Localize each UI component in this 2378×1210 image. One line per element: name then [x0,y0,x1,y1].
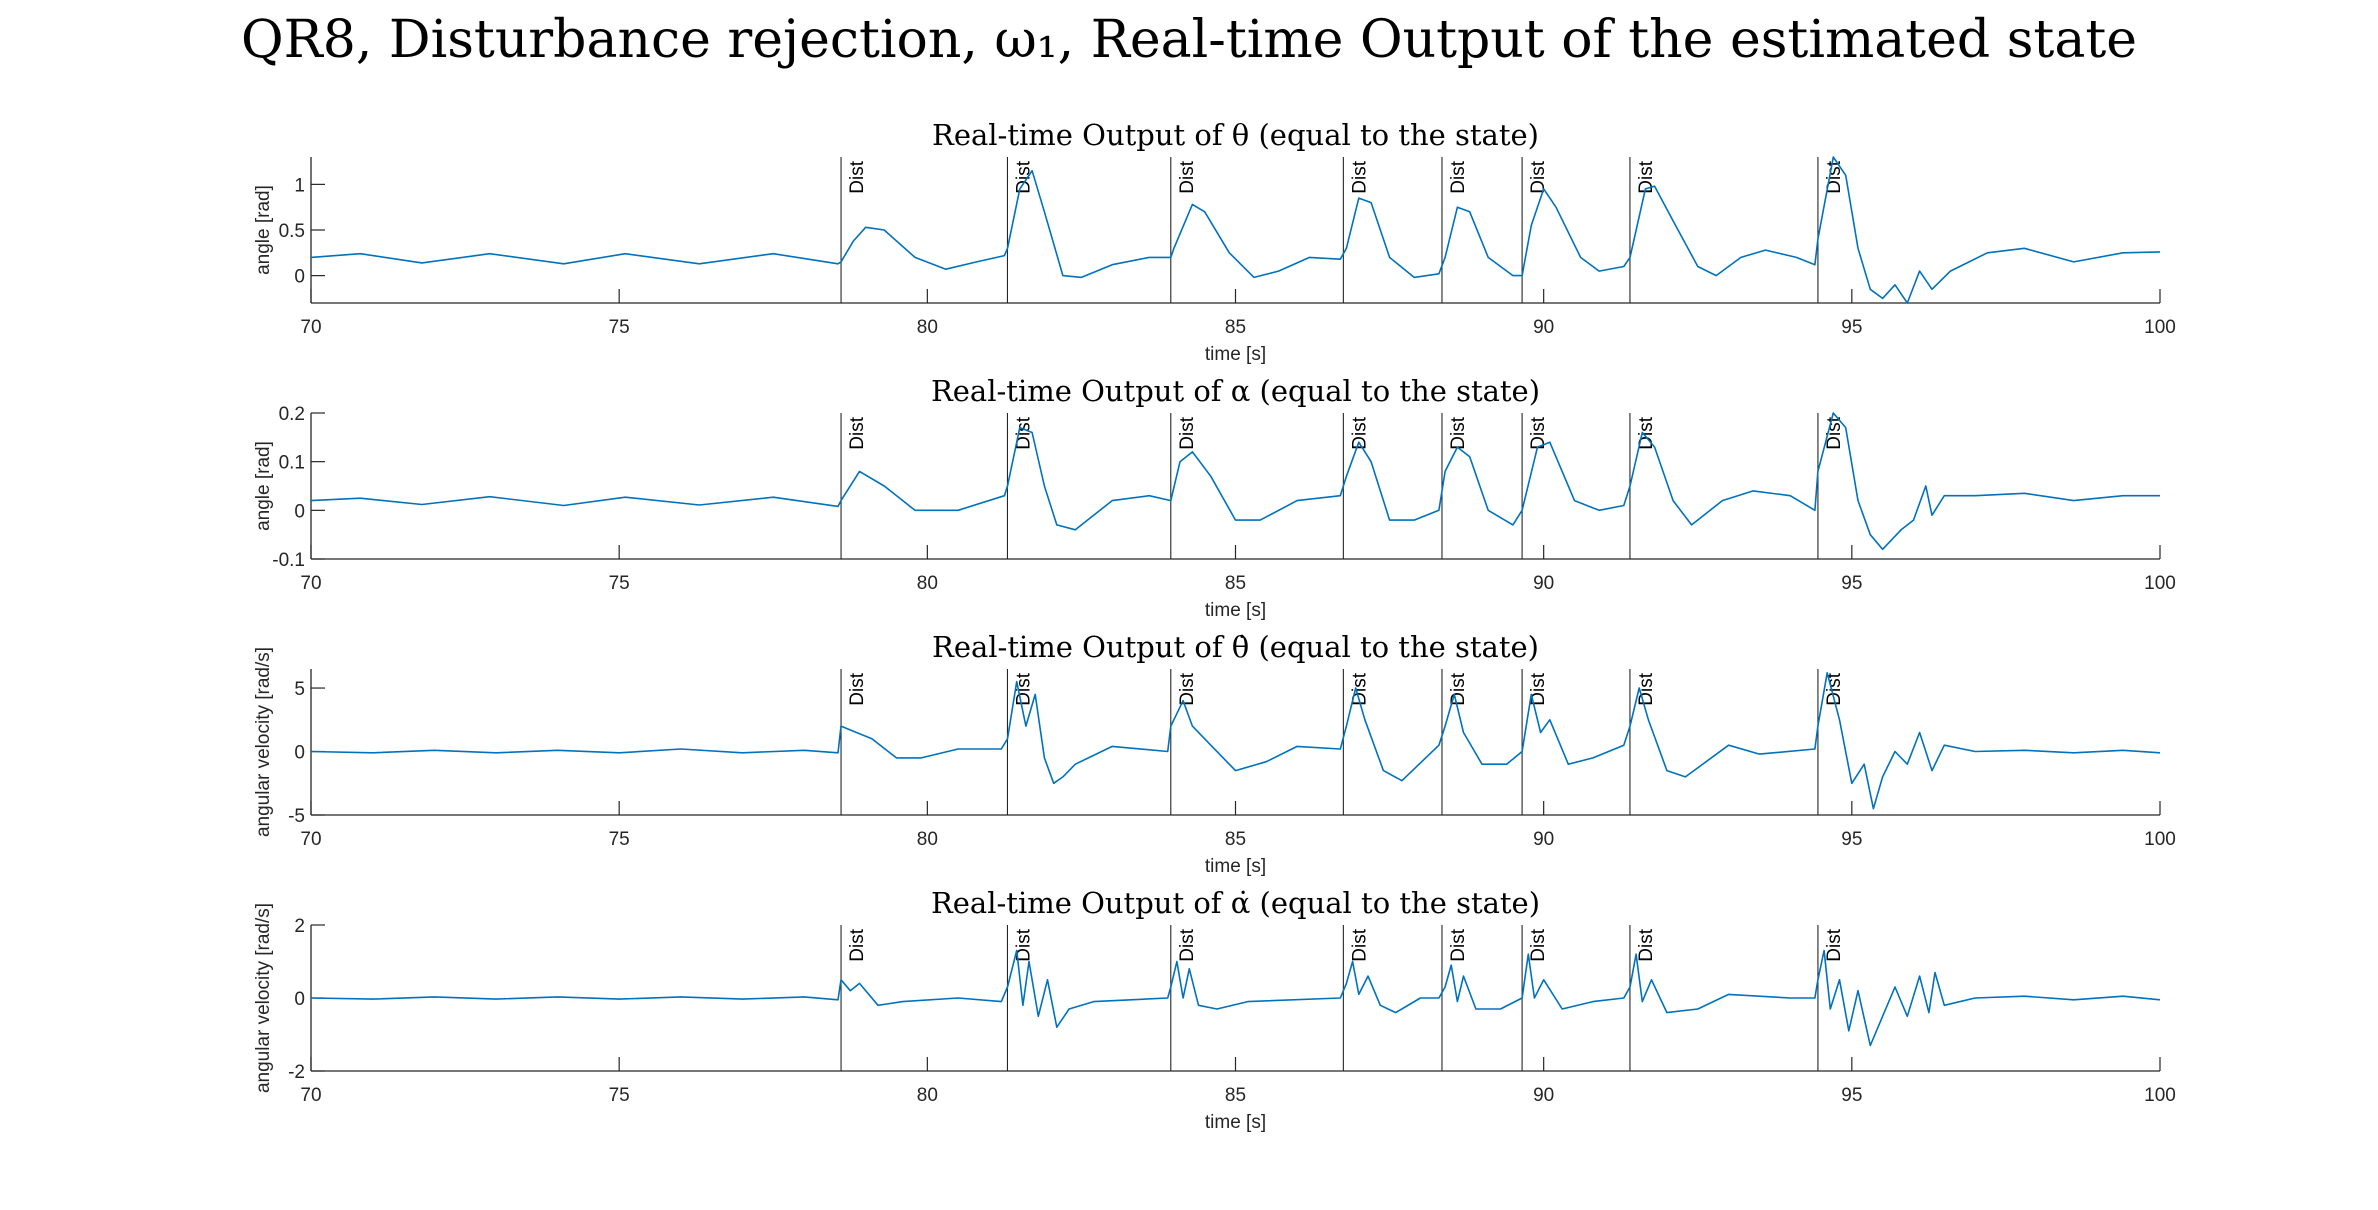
x-tick-label: 80 [917,573,938,594]
x-tick-label: 100 [2144,317,2176,338]
x-tick-label: 90 [1533,317,1554,338]
series-line [310,949,2161,1047]
x-tick-label: 70 [300,573,321,594]
y-tick-label: 1 [294,175,305,196]
x-tick-label: 80 [917,317,938,338]
subplot-3: Real-time Output of θ̇ (equal to the sta… [253,630,2176,877]
disturbance-label: Dist [1013,416,1034,449]
y-axis-label: angle [rad] [253,185,274,275]
y-tick-label: 0.5 [279,221,305,242]
disturbance-label: Dist [1177,160,1198,193]
x-axis-label: time [s] [1205,1112,1266,1133]
subplot-1: Real-time Output of θ (equal to the stat… [253,118,2176,365]
y-tick-label: 2 [294,916,305,937]
disturbance-label: Dist [1528,160,1549,193]
x-axis-label: time [s] [1205,600,1266,621]
x-tick-label: 100 [2144,829,2176,850]
x-tick-label: 75 [609,829,630,850]
x-axis-label: time [s] [1205,344,1266,365]
disturbance-label: Dist [1349,928,1370,961]
disturbance-label: Dist [1448,672,1469,705]
x-tick-label: 70 [300,829,321,850]
y-tick-label: -0.1 [272,550,305,571]
y-tick-label: 0 [294,989,305,1010]
disturbance-label: Dist [847,672,868,705]
disturbance-label: Dist [847,928,868,961]
x-axis-label: time [s] [1205,856,1266,877]
disturbance-label: Dist [1448,160,1469,193]
series-line [310,156,2161,304]
y-tick-label: -5 [288,806,305,827]
y-axis-label: angular velocity [rad/s] [253,647,274,837]
disturbance-label: Dist [1177,416,1198,449]
disturbance-label: Dist [1448,928,1469,961]
x-tick-label: 85 [1225,829,1246,850]
y-tick-label: 0.2 [279,404,305,425]
x-tick-label: 95 [1841,317,1862,338]
y-tick-label: 0 [294,743,305,764]
x-tick-label: 90 [1533,1085,1554,1106]
x-tick-label: 75 [609,317,630,338]
subplot-title: Real-time Output of α̇ (equal to the sta… [931,886,1540,920]
x-tick-label: 95 [1841,573,1862,594]
x-tick-label: 80 [917,829,938,850]
y-axis-label: angle [rad] [253,441,274,531]
y-axis-label: angular velocity [rad/s] [253,903,274,1093]
disturbance-label: Dist [1636,416,1657,449]
x-tick-label: 70 [300,1085,321,1106]
disturbance-label: Dist [1177,928,1198,961]
x-tick-label: 90 [1533,573,1554,594]
disturbance-label: Dist [1349,416,1370,449]
x-tick-label: 85 [1225,573,1246,594]
subplots: Real-time Output of θ (equal to the stat… [253,118,2176,1133]
y-tick-label: 5 [294,679,305,700]
disturbance-label: Dist [1448,416,1469,449]
disturbance-label: Dist [1824,416,1845,449]
y-tick-label: 0 [294,501,305,522]
x-tick-label: 95 [1841,1085,1862,1106]
disturbance-label: Dist [1349,160,1370,193]
disturbance-label: Dist [847,416,868,449]
disturbance-label: Dist [1013,672,1034,705]
disturbance-label: Dist [1013,928,1034,961]
y-tick-label: -2 [288,1062,305,1083]
x-tick-label: 85 [1225,1085,1246,1106]
series-line [310,671,2161,810]
disturbance-label: Dist [1528,672,1549,705]
disturbance-label: Dist [1013,160,1034,193]
subplot-4: Real-time Output of α̇ (equal to the sta… [253,886,2176,1133]
subplot-2: Real-time Output of α (equal to the stat… [253,374,2176,621]
disturbance-label: Dist [1636,160,1657,193]
x-tick-label: 100 [2144,1085,2176,1106]
x-tick-label: 85 [1225,317,1246,338]
figure-title: QR8, Disturbance rejection, ω₁, Real-tim… [241,10,2137,70]
disturbance-label: Dist [1824,928,1845,961]
disturbance-label: Dist [1636,928,1657,961]
series-line [310,412,2160,551]
x-tick-label: 75 [609,573,630,594]
y-tick-label: 0.1 [279,453,305,474]
subplot-title: Real-time Output of θ̇ (equal to the sta… [932,630,1539,664]
x-tick-label: 75 [609,1085,630,1106]
disturbance-label: Dist [1824,160,1845,193]
x-tick-label: 100 [2144,573,2176,594]
x-tick-label: 90 [1533,829,1554,850]
subplot-title: Real-time Output of θ (equal to the stat… [932,118,1539,152]
disturbance-label: Dist [1349,672,1370,705]
x-tick-label: 70 [300,317,321,338]
x-tick-label: 80 [917,1085,938,1106]
disturbance-label: Dist [847,160,868,193]
subplot-title: Real-time Output of α (equal to the stat… [931,374,1540,408]
y-tick-label: 0 [294,267,305,288]
disturbance-label: Dist [1528,928,1549,961]
disturbance-label: Dist [1528,416,1549,449]
disturbance-label: Dist [1177,672,1198,705]
x-tick-label: 95 [1841,829,1862,850]
